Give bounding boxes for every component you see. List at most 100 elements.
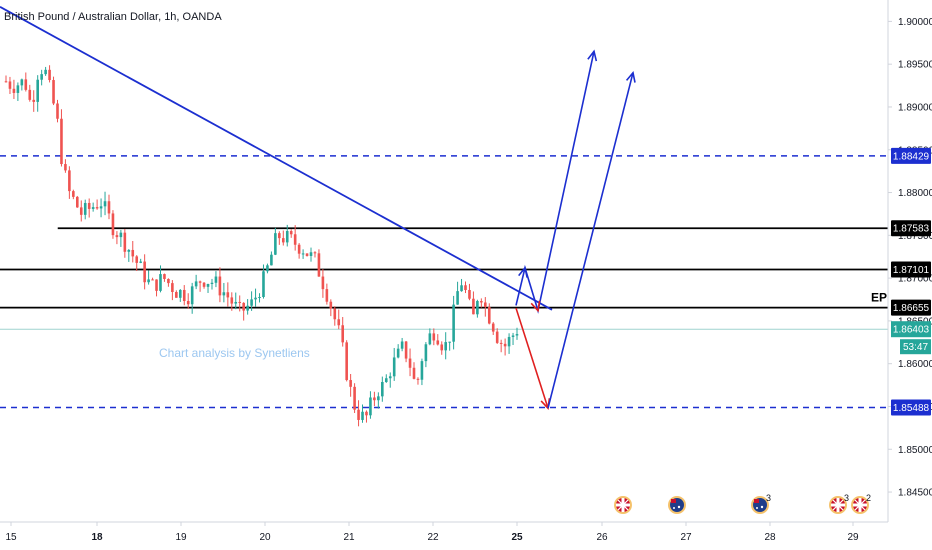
candle [305, 253, 309, 257]
projection-down-arrow[interactable] [515, 307, 549, 409]
candle [404, 340, 408, 363]
candle [254, 288, 257, 307]
ep-label: EP [871, 291, 887, 305]
trendline[interactable] [0, 6, 553, 311]
candle [388, 372, 392, 388]
candle [20, 78, 24, 91]
candle [361, 404, 364, 423]
gb-flag-event-icon[interactable]: 3 [829, 493, 849, 514]
candle [511, 332, 515, 345]
price-tick-label: 1.84500 [898, 488, 932, 499]
projection-up-arrow[interactable] [547, 72, 634, 409]
watermark-text: Chart analysis by Synetliens [159, 346, 310, 360]
candle [480, 298, 483, 308]
gb-flag-event-icon[interactable] [614, 496, 632, 514]
candle [12, 79, 16, 100]
candle [436, 334, 440, 346]
candle [285, 224, 289, 247]
candle [428, 328, 432, 346]
svg-text:1.86655: 1.86655 [893, 303, 930, 314]
time-tick-label: 19 [175, 532, 187, 543]
candle [159, 265, 162, 293]
candle [103, 191, 107, 216]
candle [266, 263, 269, 274]
candle [420, 358, 424, 386]
time-tick-label: 28 [764, 532, 776, 543]
candle [487, 303, 491, 325]
candle [95, 199, 99, 210]
price-tick-label: 1.90000 [898, 17, 932, 28]
candle [262, 264, 265, 299]
time-tick-label: 22 [427, 532, 439, 543]
candle [68, 166, 71, 199]
candle [258, 293, 261, 303]
candle [297, 243, 301, 259]
candle [131, 241, 135, 263]
candle [214, 271, 218, 288]
candle [234, 292, 238, 310]
event-count: 3 [844, 493, 849, 503]
svg-text:1.85488: 1.85488 [893, 403, 930, 414]
candle [36, 75, 39, 112]
time-axis[interactable] [0, 522, 932, 550]
candle [4, 75, 8, 83]
candle [32, 90, 36, 112]
candle [178, 289, 182, 302]
time-tick-label: 25 [511, 532, 523, 543]
price-tick-label: 1.87500 [898, 231, 932, 242]
candle [79, 200, 83, 222]
candle [246, 299, 249, 315]
svg-text:1.87583: 1.87583 [893, 224, 930, 235]
candle [464, 281, 467, 294]
candle [289, 229, 293, 238]
price-tick-label: 1.88000 [898, 188, 932, 199]
candle [147, 270, 150, 285]
candle [60, 109, 63, 167]
gb-flag-event-icon[interactable]: 2 [851, 493, 871, 514]
candle [515, 327, 519, 340]
arrow-head [518, 266, 528, 278]
au-flag-event-icon[interactable] [668, 496, 686, 514]
candle [357, 400, 360, 427]
candle [64, 159, 67, 173]
time-tick-label: 27 [680, 532, 692, 543]
candle [432, 328, 436, 346]
price-tick-label: 1.89500 [898, 60, 932, 71]
candle [440, 341, 444, 355]
candle [171, 280, 174, 301]
candle [345, 340, 348, 382]
candle [151, 277, 154, 281]
price-level-tag: 1.88429 [891, 147, 931, 164]
candle [163, 273, 166, 282]
event-count: 3 [766, 493, 771, 503]
candle [24, 72, 28, 92]
price-tick-label: 1.89000 [898, 102, 932, 113]
projection-up-arrow[interactable] [515, 51, 595, 314]
time-tick-label: 21 [343, 532, 355, 543]
price-tick-label: 1.85000 [898, 445, 932, 456]
candle [186, 293, 190, 309]
candle [507, 333, 511, 354]
candle [226, 282, 230, 307]
candle [270, 251, 273, 266]
candle [281, 230, 285, 246]
svg-text:1.88429: 1.88429 [893, 151, 930, 162]
candle [321, 269, 325, 298]
candle [91, 202, 95, 212]
price-tick-label: 1.86000 [898, 359, 932, 370]
time-tick-label: 15 [5, 532, 17, 543]
au-flag-event-icon[interactable]: 3 [751, 493, 771, 514]
time-tick-label: 26 [596, 532, 608, 543]
candle [139, 258, 142, 264]
candle [460, 278, 463, 292]
price-level-tag: 1.85488 [891, 399, 931, 416]
candle [44, 66, 47, 76]
candle [127, 249, 131, 262]
candle [468, 283, 471, 301]
candle [115, 231, 119, 245]
candle [384, 374, 388, 383]
candle [377, 392, 380, 409]
candle [353, 383, 356, 413]
candle [194, 274, 198, 290]
